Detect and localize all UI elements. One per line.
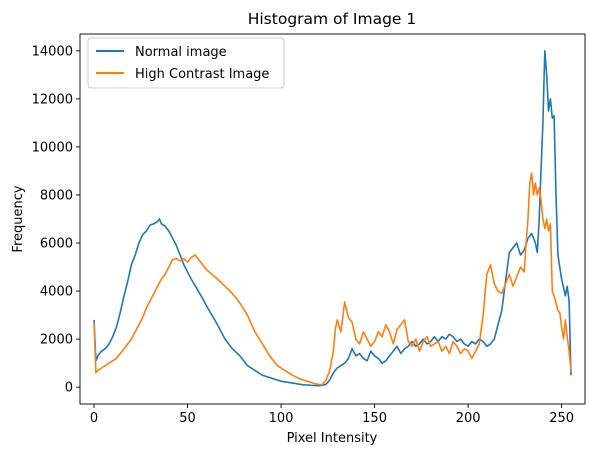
y-tick-label: 4000 — [40, 285, 73, 300]
y-tick-label: 12000 — [32, 92, 73, 107]
y-tick-label: 8000 — [40, 188, 73, 203]
y-tick-label: 6000 — [40, 237, 73, 252]
y-tick-label: 2000 — [40, 333, 73, 348]
y-tick-label: 14000 — [32, 44, 73, 59]
legend-label-normal: Normal image — [135, 45, 227, 60]
series-line-high-contrast-image — [93, 172, 572, 386]
y-tick-label: 0 — [65, 381, 73, 396]
legend-label-high-contrast: High Contrast Image — [135, 67, 269, 82]
series-layer — [93, 49, 572, 387]
x-tick-label: 150 — [362, 411, 387, 426]
legend: Normal image High Contrast Image — [87, 37, 285, 89]
y-axis-label: Frequency — [11, 185, 26, 252]
x-tick-label: 250 — [549, 411, 574, 426]
x-tick-label: 200 — [456, 411, 481, 426]
x-tick-label: 100 — [269, 411, 294, 426]
chart-title: Histogram of Image 1 — [248, 10, 417, 28]
x-tick-label: 50 — [179, 411, 196, 426]
series-line-normal-image — [93, 49, 572, 387]
x-axis-label: Pixel Intensity — [287, 431, 378, 446]
x-tick-label: 0 — [90, 411, 98, 426]
y-tick-label: 10000 — [32, 140, 73, 155]
ticks-layer: 0 50 100 150 200 250 0 2000 4000 6000 8000 10000 120… — [32, 44, 574, 426]
plot-frame — [79, 33, 586, 405]
legend-box — [87, 37, 285, 89]
